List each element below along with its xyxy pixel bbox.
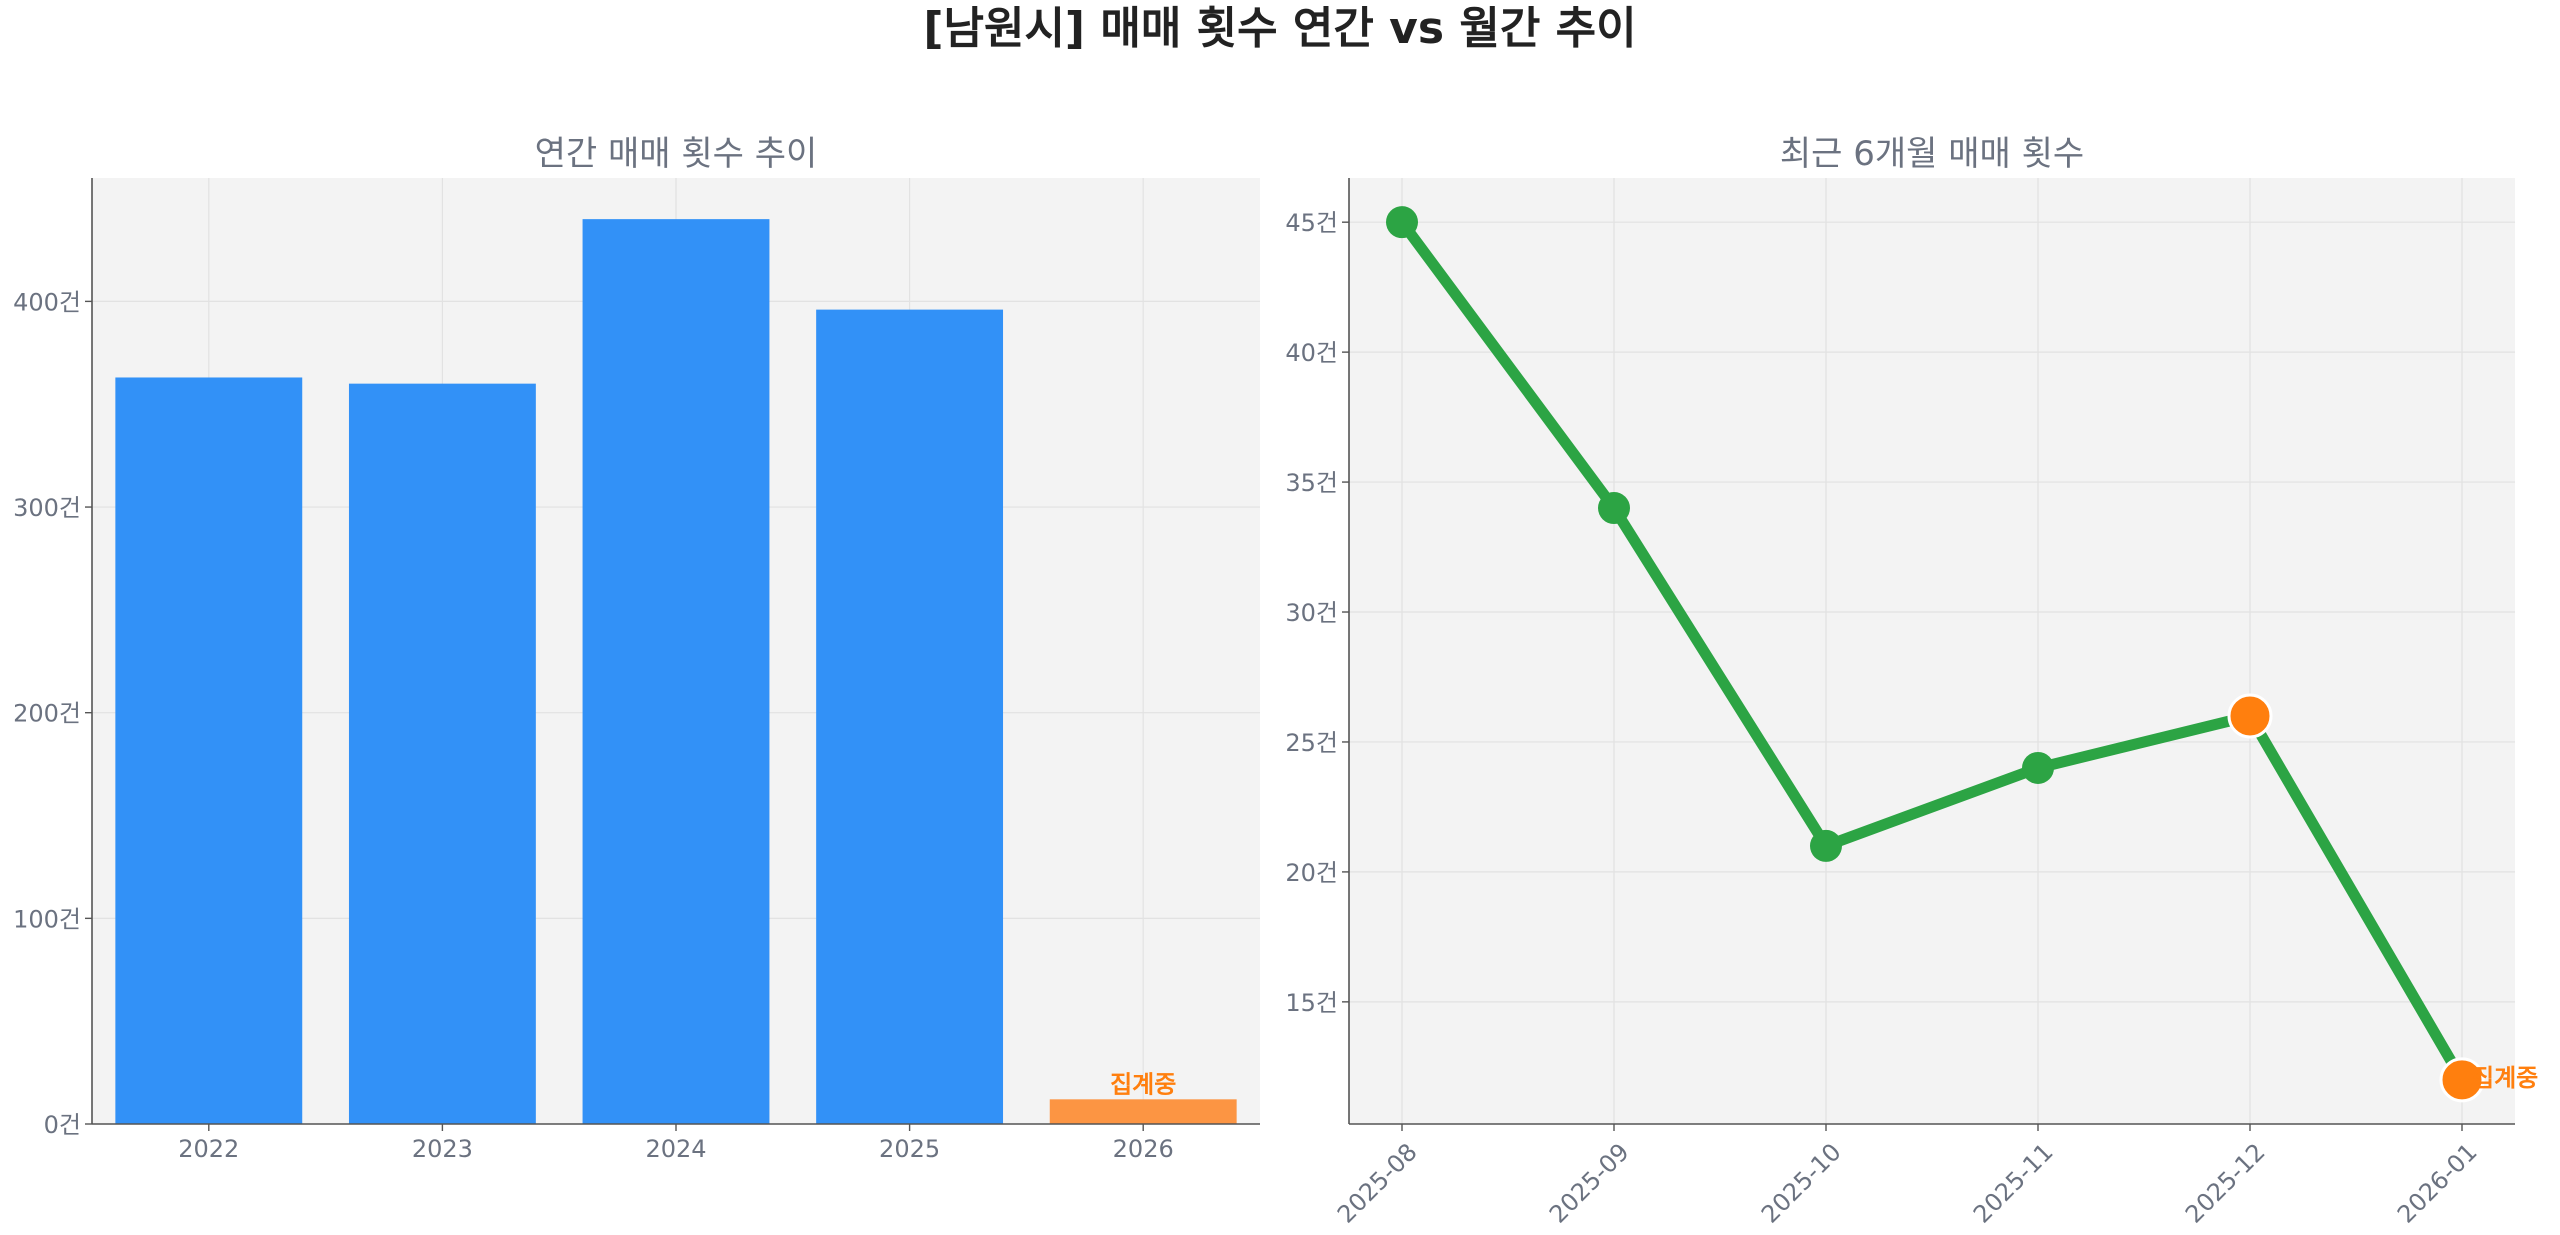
line-y-tick-label: 15건 [1285,989,1338,1017]
line-x-tick-label-2025-09: 2025-09 [1544,1138,1635,1229]
bar-y-tick-label: 300건 [13,494,81,522]
bar-series [115,219,1237,1124]
line-x-tick-label-2025-11: 2025-11 [1968,1138,2059,1229]
line-y-tick-label: 30건 [1285,599,1338,627]
line-point-2025-09 [1598,492,1630,525]
line-path [1396,216,2468,1086]
bar-2022 [115,377,303,1124]
bar-x-tick-label-2026: 2026 [1113,1135,1174,1163]
line-y-tick-label: 35건 [1285,469,1338,497]
line-annotations: 집계중 [2472,1064,2538,1092]
bar-x-tick-label-2024: 2024 [645,1135,706,1163]
bar-2025 [816,309,1004,1124]
bar-2023 [348,383,536,1124]
bar-x-tick-label-2023: 2023 [412,1135,473,1163]
bar-annotation-2026: 집계중 [1110,1070,1176,1098]
figure-title: [남원시] 매매 횟수 연간 vs 월간 추이 [923,3,1636,54]
bar-y-tick-label: 100건 [13,905,81,933]
line-point-2025-12 [2227,693,2273,739]
bar-y-tick-label: 200건 [13,700,81,728]
line-y-tick-label: 45건 [1285,209,1338,237]
line-axes [1348,178,2515,1125]
bar-x-tick-label-2022: 2022 [178,1135,239,1163]
line-point-2025-11 [2022,751,2054,784]
line-series [1386,206,2485,1103]
line-grid [1349,178,2515,1124]
line-y-tick-label: 20건 [1285,859,1338,887]
line-y-ticks: 15건 20건 25건 30건 35건 40건 45건 [1285,209,1349,1017]
bar-y-ticks: 0건 100건 200건 300건 400건 [13,288,92,1139]
line-plot-area [1349,178,2515,1124]
bar-x-ticks: 2022 2023 2024 2025 2026 [178,1124,1174,1163]
bar-annotations: 집계중 [1110,1070,1176,1098]
line-x-tick-label-2025-12: 2025-12 [2180,1138,2271,1229]
line-x-tick-label-2026-01: 2026-01 [2392,1138,2483,1229]
bar-y-tick-label: 400건 [13,288,81,316]
line-point-2025-08 [1386,206,1418,239]
bar-2024 [582,219,770,1124]
line-x-ticks: 2025-08 2025-09 2025-10 2025-11 2025-12 2026-… [1332,1124,2483,1229]
bar-y-tick-label: 0건 [44,1111,81,1139]
line-annotation-2026-01: 집계중 [2472,1064,2538,1092]
line-x-tick-label-2025-08: 2025-08 [1332,1138,1423,1229]
line-x-tick-label-2025-10: 2025-10 [1756,1138,1847,1229]
line-chart-title: 최근 6개월 매매 횟수 [1780,134,2084,174]
line-y-tick-label: 25건 [1285,729,1338,757]
line-y-tick-label: 40건 [1285,339,1338,367]
line-point-2026-01 [2439,1057,2485,1103]
bar-x-tick-label-2025: 2025 [879,1135,940,1163]
line-point-2025-10 [1810,829,1842,862]
bar-chart-title: 연간 매매 횟수 추이 [535,134,818,174]
bar-2026 [1049,1099,1237,1124]
